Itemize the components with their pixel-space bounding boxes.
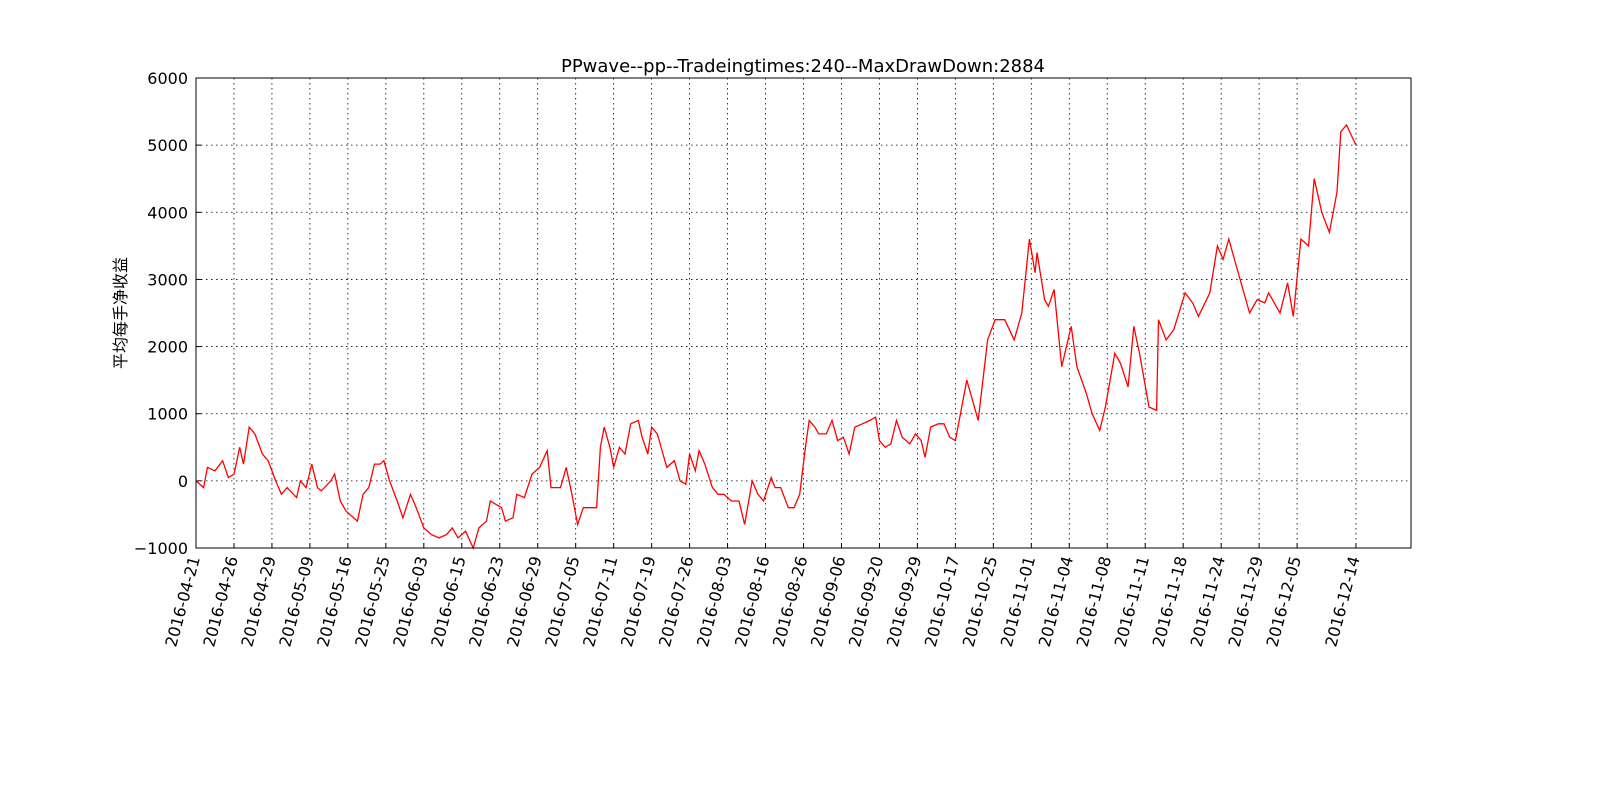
x-tick-label: 2016-06-15 [427, 554, 469, 649]
y-tick-label: 0 [178, 472, 188, 491]
x-tick-label: 2016-04-29 [237, 554, 279, 649]
x-tick-label: 2016-06-29 [503, 554, 545, 649]
x-tick-label: 2016-05-09 [275, 554, 317, 649]
chart-title: PPwave--pp--Tradeingtimes:240--MaxDrawDo… [561, 56, 1045, 77]
x-tick-label: 2016-11-29 [1225, 554, 1267, 649]
x-tick-label: 2016-10-17 [921, 554, 963, 649]
x-tick-label: 2016-04-21 [161, 554, 203, 649]
x-tick-label: 2016-07-26 [655, 554, 697, 649]
x-tick-label: 2016-08-16 [731, 554, 773, 649]
x-tick-label: 2016-07-11 [579, 554, 621, 649]
y-tick-label: 2000 [147, 338, 188, 357]
x-tick-label: 2016-12-14 [1321, 554, 1363, 649]
y-tick-label: 4000 [147, 203, 188, 222]
x-tick-label: 2016-07-19 [617, 554, 659, 649]
x-tick-label: 2016-11-04 [1035, 554, 1077, 649]
x-tick-label: 2016-05-25 [351, 554, 393, 649]
plot-frame [195, 77, 1412, 549]
x-tick-label: 2016-04-26 [199, 554, 241, 649]
y-axis-label: 平均每手净收益 [111, 257, 130, 369]
x-tick-label: 2016-05-16 [313, 554, 355, 649]
x-tick-label: 2016-08-03 [693, 554, 735, 649]
x-tick-label: 2016-09-29 [883, 554, 925, 649]
x-tick-label: 2016-11-01 [997, 554, 1039, 649]
x-tick-label: 2016-11-18 [1149, 554, 1191, 649]
x-tick-label: 2016-06-03 [389, 554, 431, 649]
y-tick-label: 1000 [147, 405, 188, 424]
x-tick-label: 2016-11-08 [1073, 554, 1115, 649]
data-line [195, 123, 1357, 550]
y-tick-label: 6000 [147, 69, 188, 88]
y-tick-label: 3000 [147, 270, 188, 289]
x-tick-label: 2016-11-24 [1187, 554, 1229, 649]
x-tick-label: 2016-09-06 [807, 554, 849, 649]
x-tick-label: 2016-09-20 [845, 554, 887, 649]
x-tick-label: 2016-06-23 [465, 554, 507, 649]
x-tick-label: 2016-10-25 [959, 554, 1001, 649]
x-tick-label: 2016-07-05 [541, 554, 583, 649]
x-tick-label: 2016-08-26 [769, 554, 811, 649]
y-tick-label: 5000 [147, 136, 188, 155]
x-tick-label: 2016-11-11 [1111, 554, 1153, 649]
x-tick-label: 2016-12-05 [1263, 554, 1305, 649]
y-tick-label: −1000 [134, 539, 188, 558]
